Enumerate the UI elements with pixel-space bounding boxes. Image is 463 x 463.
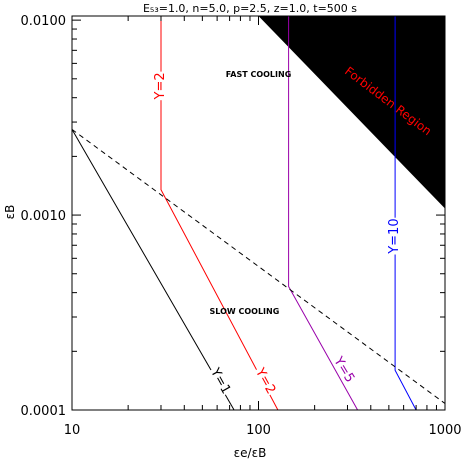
- x-tick-label: 1000: [428, 423, 461, 438]
- curve-label-background: [208, 364, 235, 397]
- curve-label-group: Y=2: [152, 71, 168, 101]
- x-tick-label: 10: [64, 423, 81, 438]
- y-tick-label: 0.0010: [21, 209, 67, 224]
- ticks-layer: 10 100 1000 0.0001 0.0010 0.0100: [21, 14, 462, 438]
- series-line-y-1: [71, 129, 235, 411]
- curve-label: Y=2: [153, 72, 168, 100]
- cooling-boundary-line: [71, 128, 446, 404]
- series-line-y-5: [288, 16, 359, 411]
- x-tick-label: 100: [246, 423, 271, 438]
- curve-label-background: [152, 71, 166, 101]
- y-axis-label: εB: [3, 205, 17, 220]
- curve-label: Y=10: [387, 218, 402, 254]
- forbidden-region: [258, 16, 445, 209]
- y-tick-label: 0.0100: [21, 14, 67, 29]
- curve-label-background: [331, 353, 359, 386]
- x-axis-label: εe/εB: [234, 446, 267, 460]
- curve-label-group: Y=5: [330, 353, 359, 386]
- series-line-y-10: [394, 16, 417, 411]
- forbidden-region-layer: Forbidden Region: [258, 16, 445, 209]
- region-label: SLOW COOLING: [210, 307, 280, 316]
- curve-label-group: Y=2: [252, 364, 280, 397]
- curve-label-background: [253, 364, 280, 397]
- y-tick-label: 0.0001: [21, 404, 67, 419]
- curve-label-background: [386, 217, 401, 255]
- region-label: FAST COOLING: [226, 70, 292, 79]
- curve-label-group: Y=10: [386, 217, 402, 255]
- chart-title: E₅₃=1.0, n=5.0, p=2.5, z=1.0, t=500 s: [143, 2, 357, 15]
